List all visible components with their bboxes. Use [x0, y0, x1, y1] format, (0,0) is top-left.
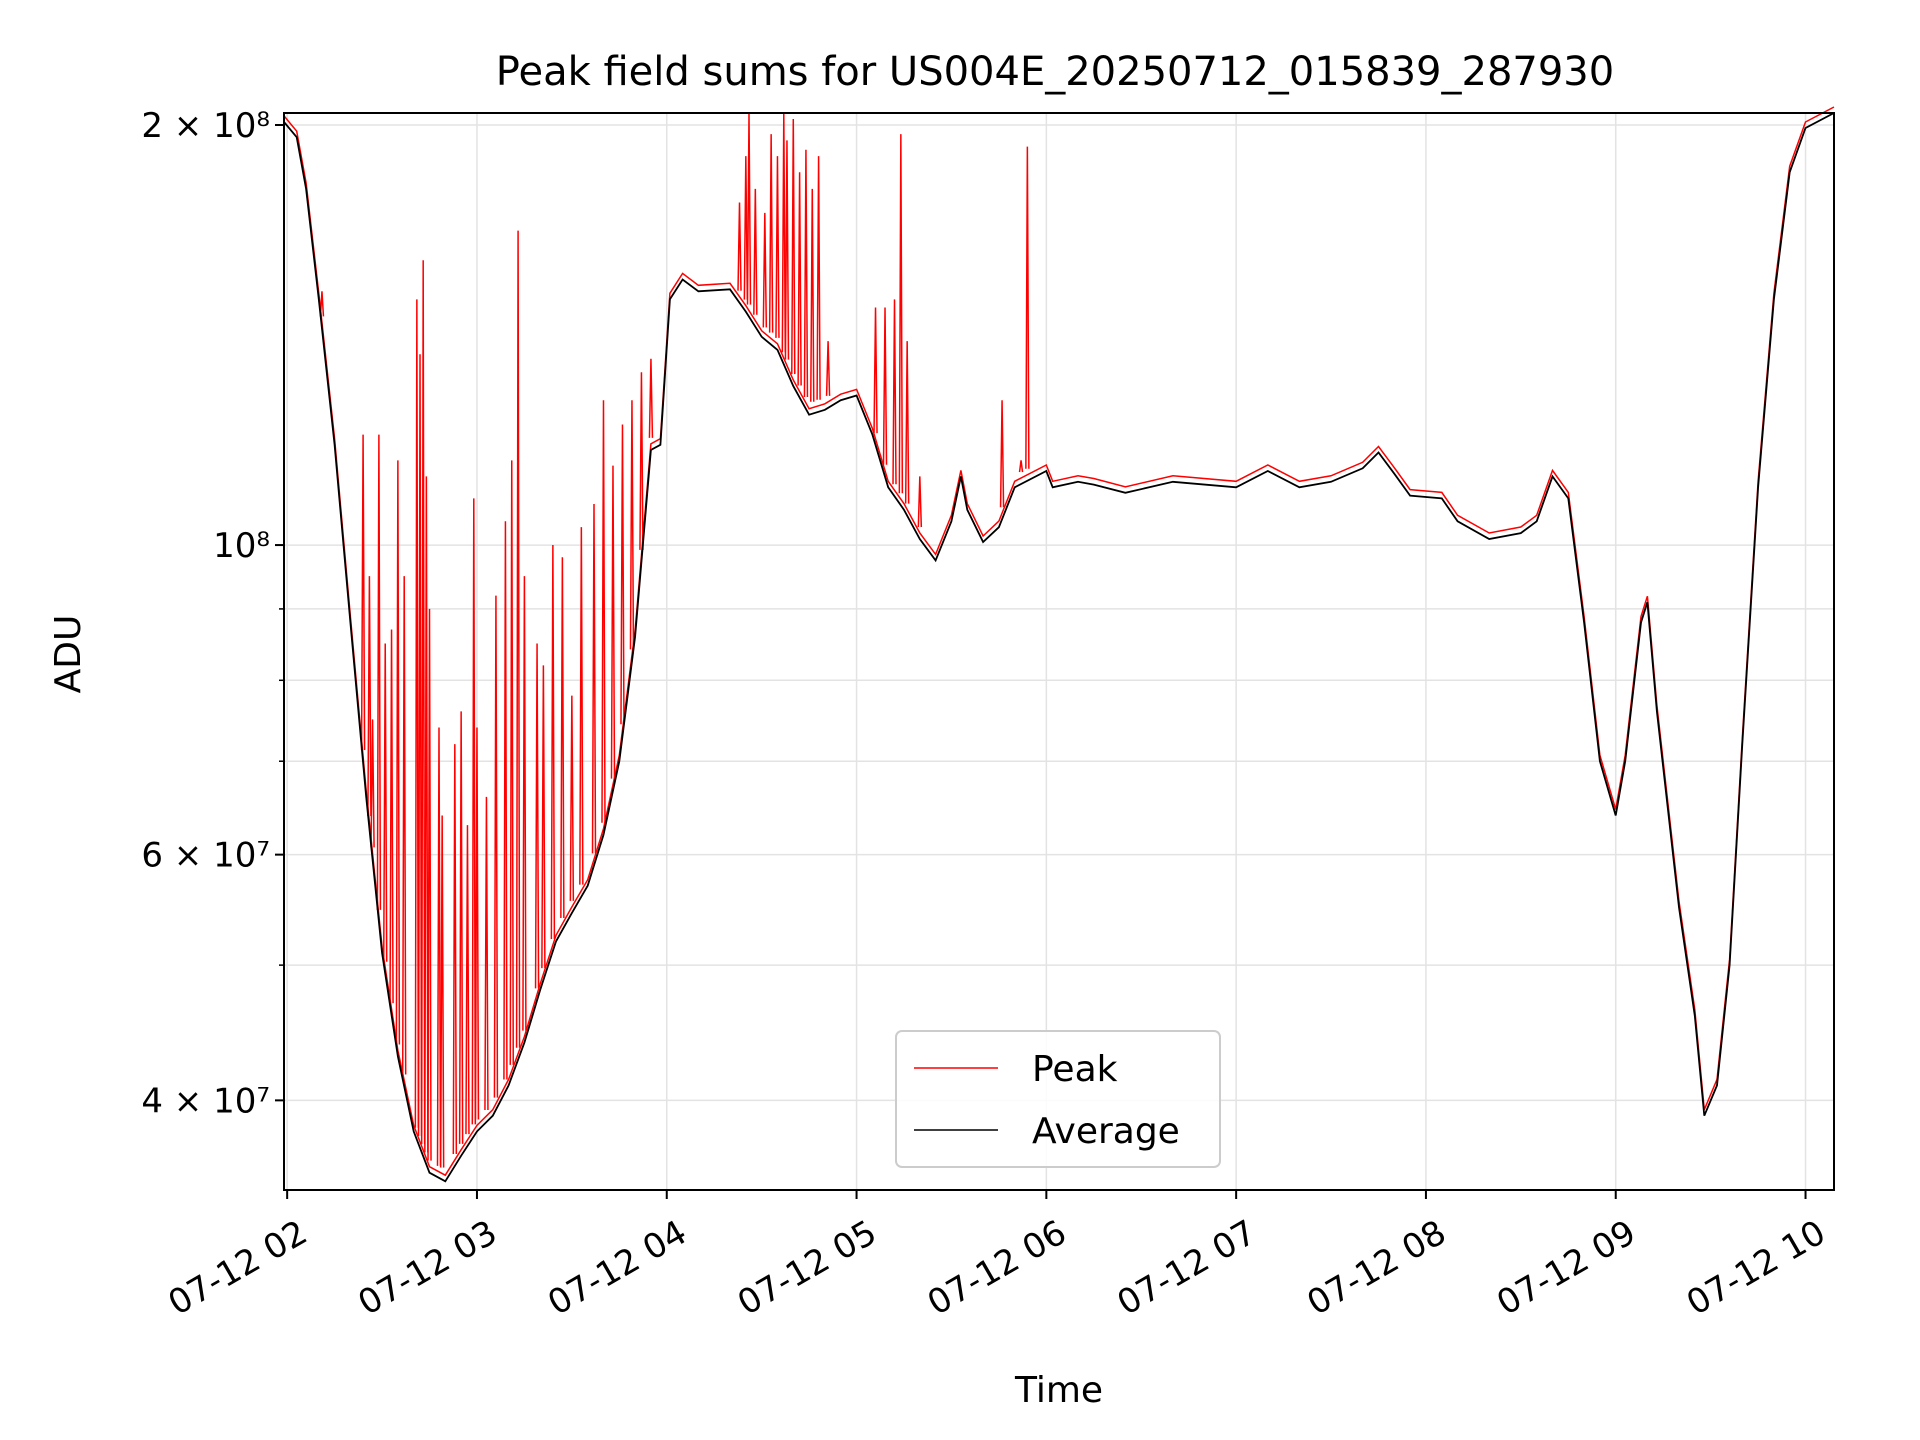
plot-frame: [283, 112, 1835, 1191]
peak-spike: [569, 695, 575, 901]
peak-spike: [825, 341, 831, 396]
peak-spike: [471, 498, 477, 1125]
y-axis: 4 × 10⁷ 6 × 10⁷ 10⁸ 2 × 10⁸: [141, 106, 284, 1121]
peak-spike: [474, 727, 480, 1120]
grid: [284, 113, 1834, 1190]
peak-spike: [610, 465, 616, 779]
peak-spike: [560, 557, 565, 918]
peak-spike: [414, 299, 420, 1128]
peak-spike: [452, 744, 458, 1155]
peak-spike: [436, 727, 442, 1166]
peak-spike: [591, 504, 597, 854]
plot-lines: [283, 106, 1835, 1183]
peak-spike: [768, 134, 774, 333]
peak-spike: [515, 230, 521, 1048]
peak-spike: [439, 815, 445, 1168]
peak-spike: [370, 719, 375, 848]
peak-spike: [639, 372, 644, 550]
peak-spike: [797, 172, 802, 386]
peak-spike: [579, 527, 584, 885]
peak-spike: [420, 260, 426, 1145]
peak-spike: [382, 643, 388, 962]
peak-spike: [509, 460, 515, 1065]
peak-spike: [360, 434, 366, 751]
peak-spike: [775, 156, 780, 338]
peak-spike: [898, 134, 904, 494]
peak-spike: [629, 400, 635, 650]
peak-spike: [417, 354, 423, 1136]
peak-spike: [484, 796, 489, 1111]
peak-spike: [753, 188, 758, 315]
series-line-peak-baseline: [283, 106, 1835, 1177]
peak-spike: [873, 307, 878, 434]
peak-spike: [367, 576, 372, 817]
peak-spike: [401, 576, 407, 1075]
peak-spike: [999, 400, 1005, 508]
peak-spike: [743, 156, 749, 300]
x-axis-label: Time: [1014, 1370, 1103, 1411]
peak-spike: [791, 118, 796, 375]
peak-spike: [762, 212, 768, 328]
peak-spike: [904, 341, 910, 504]
y-tick-label: 10⁸: [213, 526, 270, 566]
legend-label-peak: Peak: [1032, 1049, 1118, 1090]
peak-spike: [395, 460, 401, 1045]
legend-box: [895, 1030, 1221, 1168]
peak-spike: [784, 140, 790, 360]
peak-spike: [917, 476, 923, 528]
peak-spike: [803, 149, 809, 397]
peak-spike: [522, 576, 527, 1031]
peak-spike: [493, 595, 499, 1098]
peak-spike: [882, 307, 888, 465]
peak-spike: [892, 299, 897, 485]
peak-spike: [458, 711, 464, 1144]
peak-spike: [810, 188, 815, 402]
peak-spike: [465, 825, 470, 1135]
peak-spike: [1018, 460, 1024, 473]
y-tick-label: 6 × 10⁷: [141, 836, 270, 876]
legend-label-average: Average: [1032, 1111, 1180, 1152]
peak-spike: [541, 665, 546, 969]
peak-spike: [319, 291, 325, 317]
peak-spike: [648, 358, 654, 438]
peak-spike: [601, 400, 606, 823]
peak-spike: [620, 424, 625, 725]
peak-spike: [389, 629, 394, 1004]
peak-spike: [503, 521, 508, 1080]
peak-spike: [816, 156, 821, 400]
y-tick-label: 2 × 10⁸: [141, 106, 270, 146]
peak-spike: [534, 643, 540, 989]
peak-spike: [424, 476, 429, 1153]
peak-spike: [737, 202, 742, 291]
peak-spike: [550, 545, 556, 940]
chart-title: Peak field sums for US004E_20250712_0158…: [496, 49, 1614, 95]
legend: Peak Average: [895, 1030, 1221, 1168]
peak-spike: [427, 608, 432, 1161]
peak-spike: [376, 434, 382, 910]
series-line-average: [283, 112, 1835, 1183]
y-tick-label: 4 × 10⁷: [141, 1081, 270, 1121]
y-axis-label: ADU: [48, 615, 89, 694]
peak-spike: [1025, 146, 1030, 469]
